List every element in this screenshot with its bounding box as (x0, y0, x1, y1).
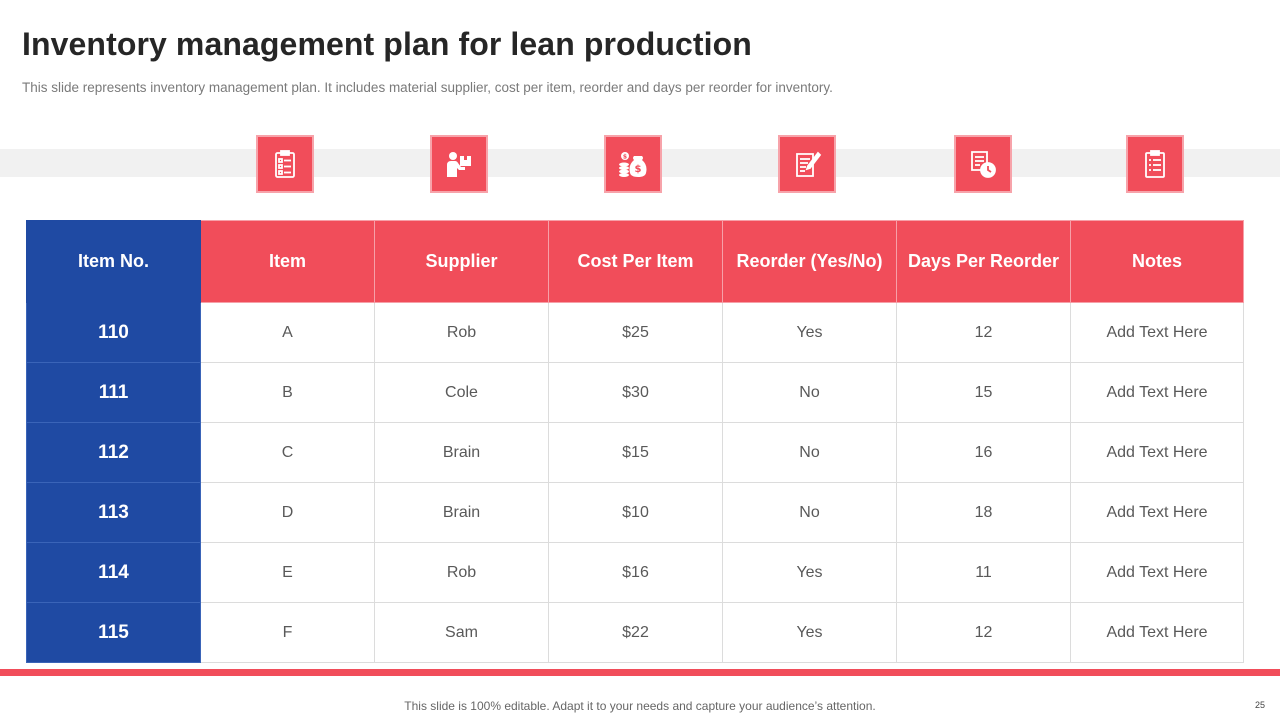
cell-reorder: No (722, 482, 897, 543)
document-edit-icon (778, 135, 836, 193)
page-number: 25 (1254, 700, 1265, 710)
checklist-icon (1126, 135, 1184, 193)
cell-notes: Add Text Here (1070, 602, 1244, 663)
cell-supplier: Cole (374, 362, 549, 423)
table-row: 112 C Brain $15 No 16 Add Text Here (26, 422, 1244, 483)
cell-reorder: No (722, 422, 897, 483)
slide-subtitle: This slide represents inventory manageme… (22, 80, 833, 95)
cell-days: 11 (896, 542, 1071, 603)
table-header-row: Item No. Item Supplier Cost Per Item Reo… (26, 220, 1244, 303)
table-row: 114 E Rob $16 Yes 11 Add Text Here (26, 542, 1244, 603)
header-item: Item (200, 220, 375, 303)
cell-cost: $10 (548, 482, 723, 543)
cell-notes: Add Text Here (1070, 482, 1244, 543)
delivery-person-icon (430, 135, 488, 193)
cell-days: 15 (896, 362, 1071, 423)
cell-item-no: 114 (26, 542, 201, 603)
cell-cost: $16 (548, 542, 723, 603)
cell-reorder: No (722, 362, 897, 423)
cell-supplier: Brain (374, 482, 549, 543)
cell-item-no: 115 (26, 602, 201, 663)
cell-item-no: 111 (26, 362, 201, 423)
cell-notes: Add Text Here (1070, 542, 1244, 603)
header-notes: Notes (1070, 220, 1244, 303)
cell-days: 12 (896, 602, 1071, 663)
cell-days: 12 (896, 302, 1071, 363)
cell-item: F (200, 602, 375, 663)
header-supplier: Supplier (374, 220, 549, 303)
cell-cost: $25 (548, 302, 723, 363)
table-row: 115 F Sam $22 Yes 12 Add Text Here (26, 602, 1244, 663)
slide-footer: This slide is 100% editable. Adapt it to… (404, 699, 876, 713)
clipboard-checklist-icon (256, 135, 314, 193)
cell-item: A (200, 302, 375, 363)
header-days-per-reorder: Days Per Reorder (896, 220, 1071, 303)
money-bag-coins-icon: $ $ (604, 135, 662, 193)
cell-item: D (200, 482, 375, 543)
cell-notes: Add Text Here (1070, 302, 1244, 363)
header-item-no: Item No. (26, 220, 201, 303)
header-cost-per-item: Cost Per Item (548, 220, 723, 303)
table-row: 111 B Cole $30 No 15 Add Text Here (26, 362, 1244, 423)
cell-item: E (200, 542, 375, 603)
document-clock-icon (954, 135, 1012, 193)
table-row: 110 A Rob $25 Yes 12 Add Text Here (26, 302, 1244, 363)
cell-days: 16 (896, 422, 1071, 483)
cell-cost: $22 (548, 602, 723, 663)
cell-item-no: 112 (26, 422, 201, 483)
inventory-table: Item No. Item Supplier Cost Per Item Reo… (26, 220, 1244, 663)
cell-reorder: Yes (722, 602, 897, 663)
cell-notes: Add Text Here (1070, 422, 1244, 483)
cell-notes: Add Text Here (1070, 362, 1244, 423)
cell-cost: $30 (548, 362, 723, 423)
cell-item: B (200, 362, 375, 423)
svg-text:$: $ (623, 154, 627, 161)
cell-item: C (200, 422, 375, 483)
svg-text:$: $ (635, 164, 642, 175)
cell-days: 18 (896, 482, 1071, 543)
slide-title: Inventory management plan for lean produ… (22, 26, 752, 62)
cell-item-no: 113 (26, 482, 201, 543)
cell-reorder: Yes (722, 302, 897, 363)
header-reorder: Reorder (Yes/No) (722, 220, 897, 303)
cell-item-no: 110 (26, 302, 201, 363)
table-row: 113 D Brain $10 No 18 Add Text Here (26, 482, 1244, 543)
bottom-accent-bar (0, 669, 1280, 676)
cell-supplier: Brain (374, 422, 549, 483)
cell-supplier: Sam (374, 602, 549, 663)
cell-supplier: Rob (374, 542, 549, 603)
cell-supplier: Rob (374, 302, 549, 363)
cell-reorder: Yes (722, 542, 897, 603)
cell-cost: $15 (548, 422, 723, 483)
